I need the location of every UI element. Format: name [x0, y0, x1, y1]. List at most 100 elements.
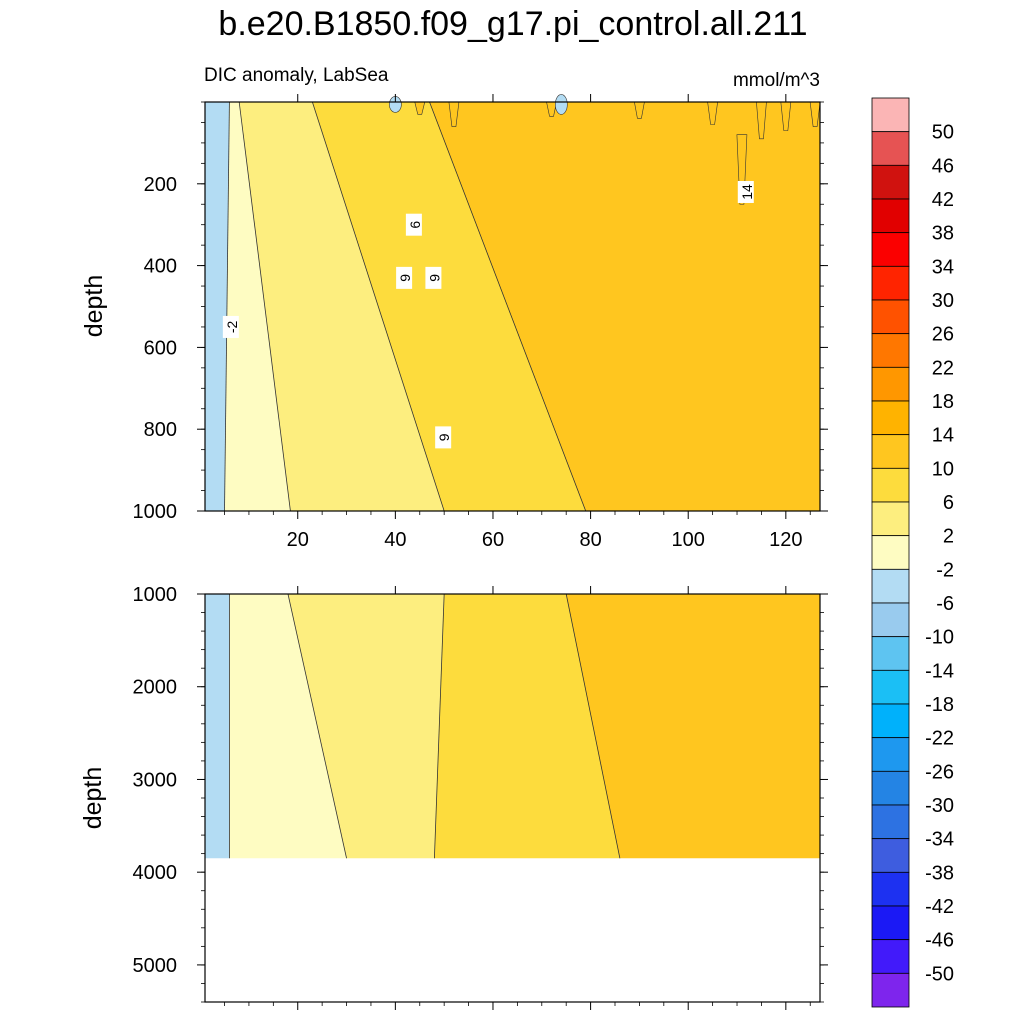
- colorbar-swatch: [871, 737, 910, 772]
- y-tick-label: 2000: [133, 677, 178, 699]
- contour-label: 6: [405, 213, 423, 236]
- colorbar-swatch: [871, 838, 910, 873]
- colorbar-label: -42: [925, 896, 954, 918]
- colorbar-label: 6: [943, 492, 954, 514]
- colorbar-label: -34: [925, 829, 954, 851]
- colorbar-label: -50: [925, 963, 954, 985]
- contour-label-box: [425, 266, 442, 289]
- contour-band: [434, 594, 620, 859]
- upper-contour-fill: [205, 94, 821, 511]
- colorbar-swatch: [871, 669, 910, 705]
- colorbar-label: 26: [932, 324, 954, 346]
- y-tick-label: 200: [144, 174, 177, 196]
- contour-label-box: [737, 180, 754, 203]
- colorbar-swatch: [871, 939, 910, 974]
- colorbar-swatch: [871, 164, 910, 200]
- colorbar-swatch: [871, 501, 910, 537]
- colorbar-label: -18: [925, 694, 954, 716]
- contour-band: [287, 594, 445, 859]
- lower-contour-fill: [205, 594, 820, 859]
- contour-band: [205, 594, 230, 859]
- contour-label-box: [435, 426, 452, 449]
- colorbar-label: -2: [936, 559, 954, 581]
- colorbar-label: 30: [932, 290, 954, 312]
- upper-contour-labels: -2 9 6 9 9 14: [222, 180, 755, 449]
- colorbar-swatch: [871, 770, 910, 806]
- contour-label-box: [396, 266, 413, 289]
- contour-band: [312, 102, 586, 511]
- x-tick-label: 40: [384, 529, 406, 551]
- colorbar-label: 2: [943, 526, 954, 548]
- contour-label: 9: [425, 266, 442, 289]
- contour-label: -2: [222, 315, 240, 338]
- left-subtitle: DIC anomaly, LabSea: [204, 65, 389, 86]
- colorbar-label: 42: [932, 189, 954, 211]
- lower-contour-lines: [229, 593, 621, 859]
- lower-panel: 1000 2000 3000 4000 5000 depth: [79, 584, 828, 1010]
- x-tick-label: 100: [672, 529, 705, 551]
- contour-band: [566, 594, 820, 859]
- colorbar-swatch: [871, 265, 910, 301]
- contour-label-text: 9: [397, 274, 413, 282]
- colorbar-label: -22: [925, 728, 954, 750]
- colorbar-swatch: [871, 198, 910, 234]
- lower-y-axis-label: depth: [79, 767, 107, 830]
- contour-label-text: 9: [436, 433, 452, 441]
- colorbar-swatch: [871, 804, 910, 840]
- upper-axes: 20 40 60 80 100 120 200 400 600 800 1000: [133, 94, 828, 551]
- colorbar-swatch: [871, 602, 910, 638]
- colorbar-label: 14: [932, 425, 954, 447]
- y-tick-label: 600: [144, 337, 177, 359]
- colorbar-swatch: [871, 400, 910, 436]
- colorbar-swatch: [871, 232, 910, 267]
- colorbar-swatch: [871, 366, 910, 402]
- contour-band: [239, 102, 445, 511]
- contour-line: [224, 101, 230, 512]
- contour-line: [312, 101, 445, 512]
- colorbar-label: -10: [925, 627, 954, 649]
- colorbar-label: -46: [925, 930, 954, 952]
- colorbar-label: -14: [925, 660, 954, 682]
- contour-label: 9: [396, 266, 413, 289]
- contour-line: [238, 101, 291, 512]
- contour-label-box: [222, 315, 239, 338]
- colorbar-label: 18: [932, 391, 954, 413]
- units-label: mmol/m^3: [733, 70, 820, 91]
- colorbar-swatch: [871, 467, 910, 503]
- colorbar-swatch: [871, 972, 910, 1008]
- contour-line: [287, 593, 347, 859]
- contour-band: [224, 102, 291, 511]
- x-tick-label: 80: [579, 529, 601, 551]
- upper-y-axis-label: depth: [80, 275, 108, 338]
- y-tick-label: 1000: [133, 501, 178, 523]
- colorbar-label: 38: [932, 223, 954, 245]
- contour-label: 9: [435, 426, 452, 449]
- contour-band: [429, 102, 820, 511]
- contour-label-text: 14: [739, 184, 755, 200]
- colorbar-label: -26: [925, 761, 954, 783]
- colorbar-swatch: [871, 97, 910, 133]
- contour-label-box: [405, 213, 422, 236]
- colorbar: 50 46 42 38 34 30 26 22 18 14 10 6 2 -2 -6 -10 -14 -18 -22…: [871, 97, 954, 1008]
- y-tick-label: 4000: [133, 862, 178, 884]
- colorbar-swatch: [871, 871, 910, 907]
- colorbar-label: -38: [925, 862, 954, 884]
- near-surface-negative-anomaly: [555, 94, 568, 115]
- x-tick-label: 60: [482, 529, 504, 551]
- contour-label-text: -2: [224, 321, 240, 334]
- contour-label: 14: [737, 180, 755, 203]
- colorbar-label: 34: [932, 256, 954, 278]
- colorbar-label: -6: [936, 593, 954, 615]
- y-tick-label: 400: [144, 256, 177, 278]
- colorbar-swatch: [871, 535, 910, 570]
- colorbar-label: 22: [932, 357, 954, 379]
- y-tick-label: 800: [144, 419, 177, 441]
- colorbar-swatch: [871, 703, 910, 739]
- colorbar-label: 46: [932, 155, 954, 177]
- contour-band: [205, 102, 230, 511]
- colorbar-swatch: [871, 333, 910, 368]
- y-tick-label: 1000: [133, 584, 178, 606]
- contour-line: [565, 593, 621, 859]
- colorbar-swatch: [871, 131, 910, 166]
